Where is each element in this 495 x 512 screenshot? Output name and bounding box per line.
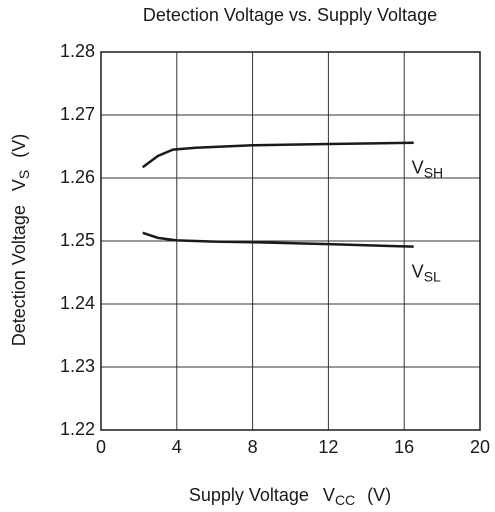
x-tick-label: 12 [318,437,338,457]
y-tick-label: 1.27 [60,104,95,124]
line-series [141,141,414,169]
chart-title: Detection Voltage vs. Supply Voltage [143,5,437,25]
line-series [142,231,414,248]
axis-label-text: Supply Voltage [189,485,309,505]
axis-label-unit: (V) [9,134,29,158]
axis-label-symbol: V [323,485,335,505]
x-tick-label: 0 [96,437,106,457]
x-tick-label: 16 [394,437,414,457]
xlabel-label: Supply Voltage VCC (V) [189,485,391,508]
axis-label-subscript: CC [335,492,355,508]
y-tick-label: 1.22 [60,419,95,439]
axis-label-unit: (V) [367,485,391,505]
plot-frame [100,51,481,431]
y-tick-label: 1.26 [60,167,95,187]
series-label: VSL [412,261,441,284]
axis-label-subscript: S [16,170,32,179]
y-tick-label: 1.23 [60,356,95,376]
axis-label-text: Detection Voltage [9,205,29,346]
y-tick-label: 1.24 [60,293,95,313]
x-tick-label: 20 [470,437,490,457]
y-tick-label: 1.28 [60,41,95,61]
y-tick-label: 1.25 [60,230,95,250]
x-tick-label: 4 [172,437,182,457]
series-label: VSH [412,157,443,180]
x-tick-label: 8 [248,437,258,457]
axis-label-symbol: V [9,179,29,191]
ylabel-label: Detection Voltage VS (V) [9,134,32,346]
